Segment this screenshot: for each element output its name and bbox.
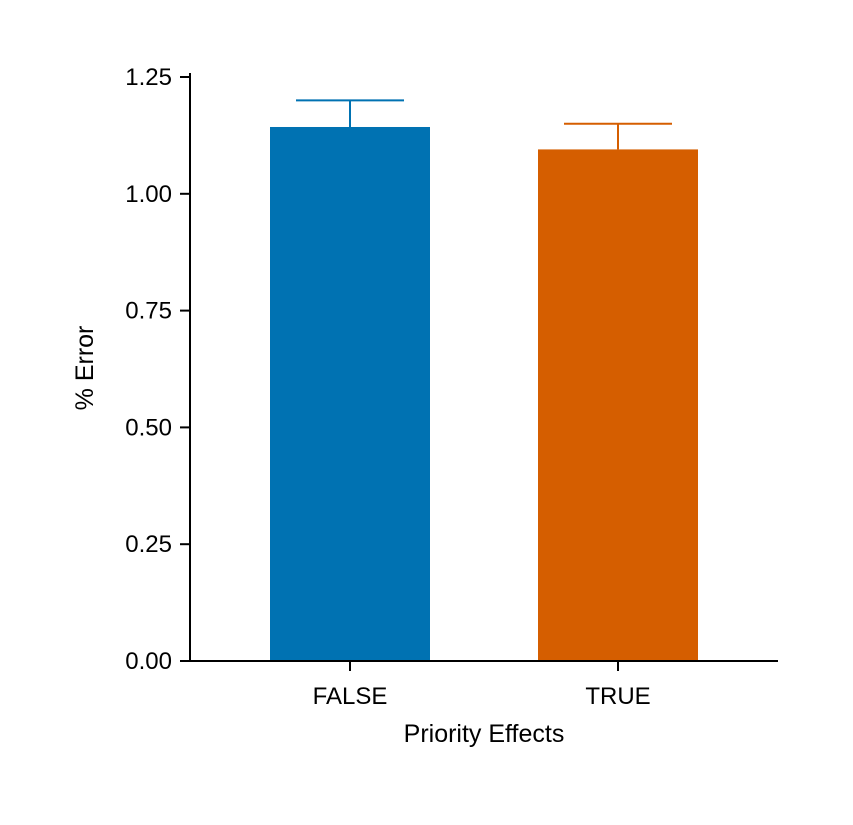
y-axis-ticks: 0.00 0.25 0.50 0.75 1.00 1.25 [125,64,190,675]
bars [270,126,698,661]
y-tick-label: 0.25 [125,531,172,558]
bar-false [270,126,430,661]
y-tick-label: 1.25 [125,64,172,91]
y-tick-label: 0.75 [125,298,172,325]
y-tick-label: 1.00 [125,181,172,208]
x-axis-ticks: FALSE TRUE [313,661,651,710]
x-axis-title: Priority Effects [404,720,565,748]
bar-true [538,149,698,661]
y-axis-title: % Error [71,326,99,411]
error-bars [296,99,672,150]
y-tick-label: 0.00 [125,648,172,675]
y-tick-label: 0.50 [125,414,172,441]
x-tick-label: TRUE [585,683,650,710]
x-tick-label: FALSE [313,683,388,710]
